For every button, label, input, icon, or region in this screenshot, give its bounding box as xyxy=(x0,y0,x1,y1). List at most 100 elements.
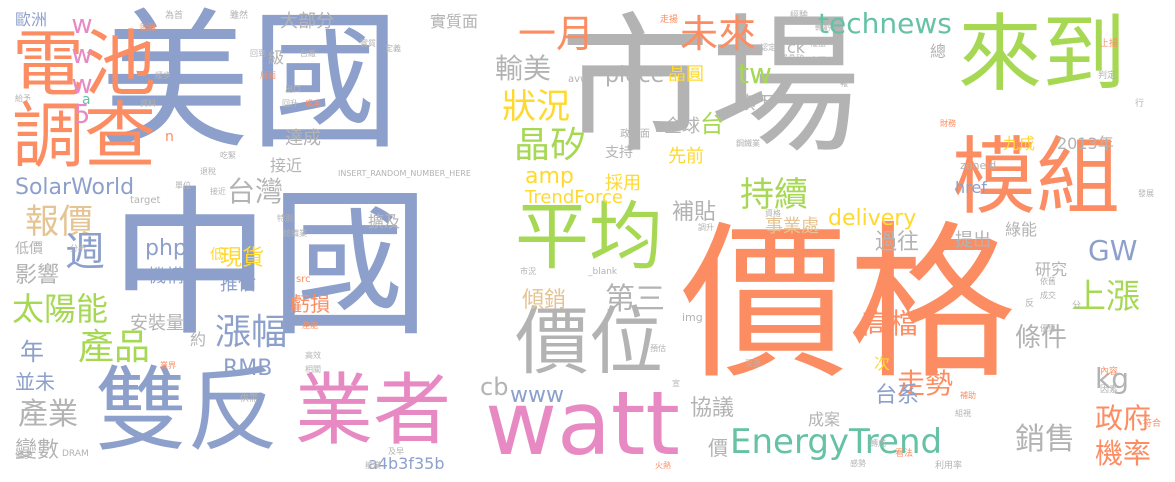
word: 來到 xyxy=(958,5,1127,103)
word: 台 xyxy=(700,110,724,138)
word: a4b3f35b xyxy=(368,454,445,473)
word: 產能 xyxy=(302,321,318,330)
word: 協議 xyxy=(690,396,735,421)
word: 實質 xyxy=(360,39,376,48)
word: 分析 xyxy=(70,244,86,253)
word: 回升 xyxy=(282,99,298,108)
word: 內容 xyxy=(1100,367,1119,377)
word: 成案 xyxy=(808,410,841,429)
word: 符合 xyxy=(1143,419,1162,429)
word: 調升 xyxy=(698,223,714,232)
word: 看法 xyxy=(895,449,914,459)
word: 大部分 xyxy=(280,11,334,32)
word: 經驗 xyxy=(790,11,809,21)
word: tw xyxy=(738,57,772,90)
word: 發展 xyxy=(1138,189,1154,198)
word: 狀況 xyxy=(502,87,570,127)
word: 總 xyxy=(930,42,947,61)
word: 資格 xyxy=(765,209,781,218)
word: 困難 xyxy=(140,23,156,32)
word: php xyxy=(145,236,187,261)
word: 相關 xyxy=(305,365,321,374)
word: 產業 xyxy=(18,397,78,432)
word: 政策面 xyxy=(620,129,650,140)
word: 太陽 xyxy=(810,56,826,65)
word: 報 xyxy=(840,79,848,88)
word: INSERT_RANDOM_NUMBER_HERE xyxy=(338,169,471,178)
word: 第三 xyxy=(605,282,665,317)
word: 補助 xyxy=(960,391,976,400)
word: watt xyxy=(485,372,680,475)
word: n xyxy=(165,129,174,145)
word: 特別 xyxy=(277,214,293,223)
word: piece xyxy=(605,63,665,88)
word: 台廠 xyxy=(300,49,316,58)
word: a xyxy=(82,92,91,108)
word: www xyxy=(510,383,564,408)
word: 偏多 xyxy=(15,451,34,461)
word: 旗下 xyxy=(738,93,774,114)
word: 因素 xyxy=(1100,385,1119,395)
word: 受惠 xyxy=(745,359,761,368)
word: 權益 xyxy=(810,39,826,48)
word: 美國 xyxy=(100,0,401,170)
word: 供需 xyxy=(240,394,259,404)
word: 安裝量 xyxy=(130,313,184,334)
word: 紡織業 xyxy=(283,229,307,238)
word: 條件 xyxy=(1015,323,1068,353)
word: 政府 xyxy=(1095,402,1152,435)
word: 平均 xyxy=(515,194,663,280)
word: href xyxy=(955,178,987,197)
word: 成本 xyxy=(305,99,321,108)
word: 晶圓 xyxy=(668,64,704,85)
word: 九成 xyxy=(1003,134,1036,153)
word: 單晶矽 xyxy=(780,54,804,63)
word: 一月 xyxy=(518,12,595,56)
word: 產品 xyxy=(78,327,151,368)
word: 行 xyxy=(1135,99,1145,109)
word: 優惠 xyxy=(1040,324,1056,333)
word: 退稅 xyxy=(200,167,216,176)
word: delivery xyxy=(828,206,917,231)
word: 級 xyxy=(268,48,285,67)
word: 事業處 xyxy=(765,216,819,237)
word: 晶矽 xyxy=(514,125,587,166)
word: ck xyxy=(787,38,806,57)
word: 擴及 xyxy=(368,212,401,231)
word: 支持 xyxy=(605,145,633,161)
word: 反 xyxy=(1025,299,1035,309)
word: technews xyxy=(818,7,952,40)
word: 提出 xyxy=(955,230,991,251)
word: 感勢 xyxy=(850,459,866,468)
word: 上漲 xyxy=(1072,277,1140,317)
word: TrendForce xyxy=(525,187,623,208)
word: 先前 xyxy=(668,146,704,167)
word: 價位 xyxy=(515,299,663,385)
word: 轉虧 xyxy=(815,23,831,32)
word: target xyxy=(130,195,161,206)
word: 補貼 xyxy=(672,200,717,225)
word: 回到 xyxy=(250,49,266,58)
word: 台灣 xyxy=(227,175,284,208)
word: EnergyTrend xyxy=(730,422,943,462)
word: 太陽能 xyxy=(12,290,109,328)
word: src xyxy=(296,274,311,285)
word: 次 xyxy=(874,354,891,373)
word: _blank xyxy=(588,267,618,277)
word: 能業 xyxy=(365,461,381,470)
word: 資料 xyxy=(140,99,156,108)
word: GW xyxy=(1088,234,1138,267)
word: www5 xyxy=(67,10,97,130)
word: 緩步 xyxy=(155,71,171,80)
word: RMB xyxy=(223,356,273,381)
word: 認定 xyxy=(760,43,776,52)
word: 走揚 xyxy=(660,15,679,25)
word: 雖然 xyxy=(230,11,249,21)
word: 達成 xyxy=(285,128,321,149)
word: 局面 xyxy=(260,71,276,80)
word: 虧損 xyxy=(290,292,330,316)
word: 歐洲 xyxy=(15,10,48,29)
word: 銷售 xyxy=(1015,422,1075,457)
word: 及早 xyxy=(388,447,404,456)
